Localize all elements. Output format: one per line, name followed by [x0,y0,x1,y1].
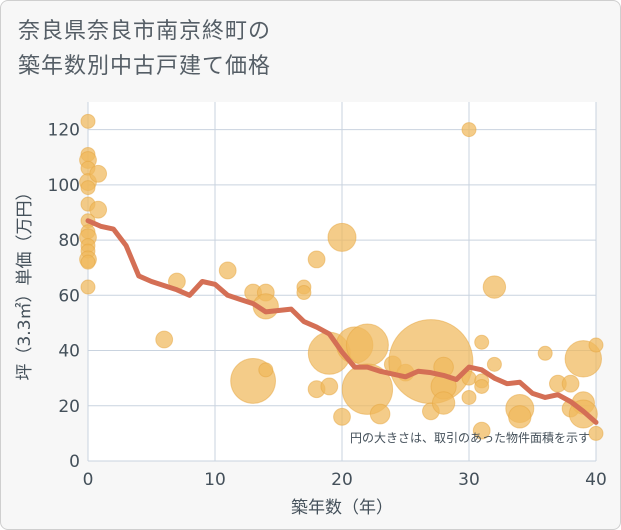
x-tick-label: 20 [331,470,353,490]
data-bubble [80,113,96,129]
data-bubble [461,122,477,138]
y-tick-label: 80 [58,231,80,251]
x-tick-label: 30 [458,470,480,490]
trend-line [85,218,599,425]
data-bubble [296,285,312,301]
bubble-size-note: 円の大きさは、取引のあった物件面積を示す [350,430,590,445]
data-bubble [508,405,532,429]
bubble-layer [79,113,604,441]
data-bubble [486,356,502,372]
chart-title: 奈良県奈良市南京終町の 築年数別中古戸建て価格 [18,14,271,84]
x-axis-label: 築年数（年） [291,498,393,518]
data-bubble [588,337,604,353]
grid-lines [87,102,597,462]
data-bubble [258,362,274,378]
data-bubble [561,374,580,393]
trend-layer [85,218,599,425]
data-bubble [320,377,339,396]
data-bubble [333,407,351,426]
data-bubble [482,275,507,299]
data-bubble [218,261,237,280]
data-bubble [588,425,604,441]
data-bubble [307,250,326,269]
data-bubble [431,391,456,415]
data-bubble [80,180,96,196]
y-tick-label: 60 [58,286,80,306]
data-bubble [341,363,394,415]
data-bubble [472,421,491,440]
y-tick-label: 20 [58,397,80,417]
y-tick-label: 0 [69,452,80,472]
x-tick-label: 40 [585,470,607,490]
tick-labels: 0 20 40 60 80 100 120 0 10 20 30 40 [48,121,607,490]
data-bubble [461,389,477,405]
x-tick-label: 0 [83,470,94,490]
data-bubble [537,345,553,361]
y-tick-label: 120 [48,121,80,141]
chart-title-line-1: 奈良県奈良市南京終町の [18,19,272,44]
x-tick-label: 10 [204,470,226,490]
y-tick-label: 100 [48,176,80,196]
y-tick-label: 40 [58,342,80,362]
data-bubble [89,164,108,183]
data-bubble [155,330,174,349]
data-bubble [80,279,96,295]
data-bubble [474,378,490,394]
data-bubble [388,319,474,405]
chart-title-line-2: 築年数別中古戸建て価格 [18,54,272,79]
y-axis-label: 坪（3.3㎡）単価（万円） [15,183,35,380]
data-bubble [89,200,108,219]
data-bubble [369,403,391,425]
data-bubble [474,334,490,350]
data-bubble [345,323,389,367]
data-bubble [327,222,357,252]
data-bubble [80,254,96,270]
